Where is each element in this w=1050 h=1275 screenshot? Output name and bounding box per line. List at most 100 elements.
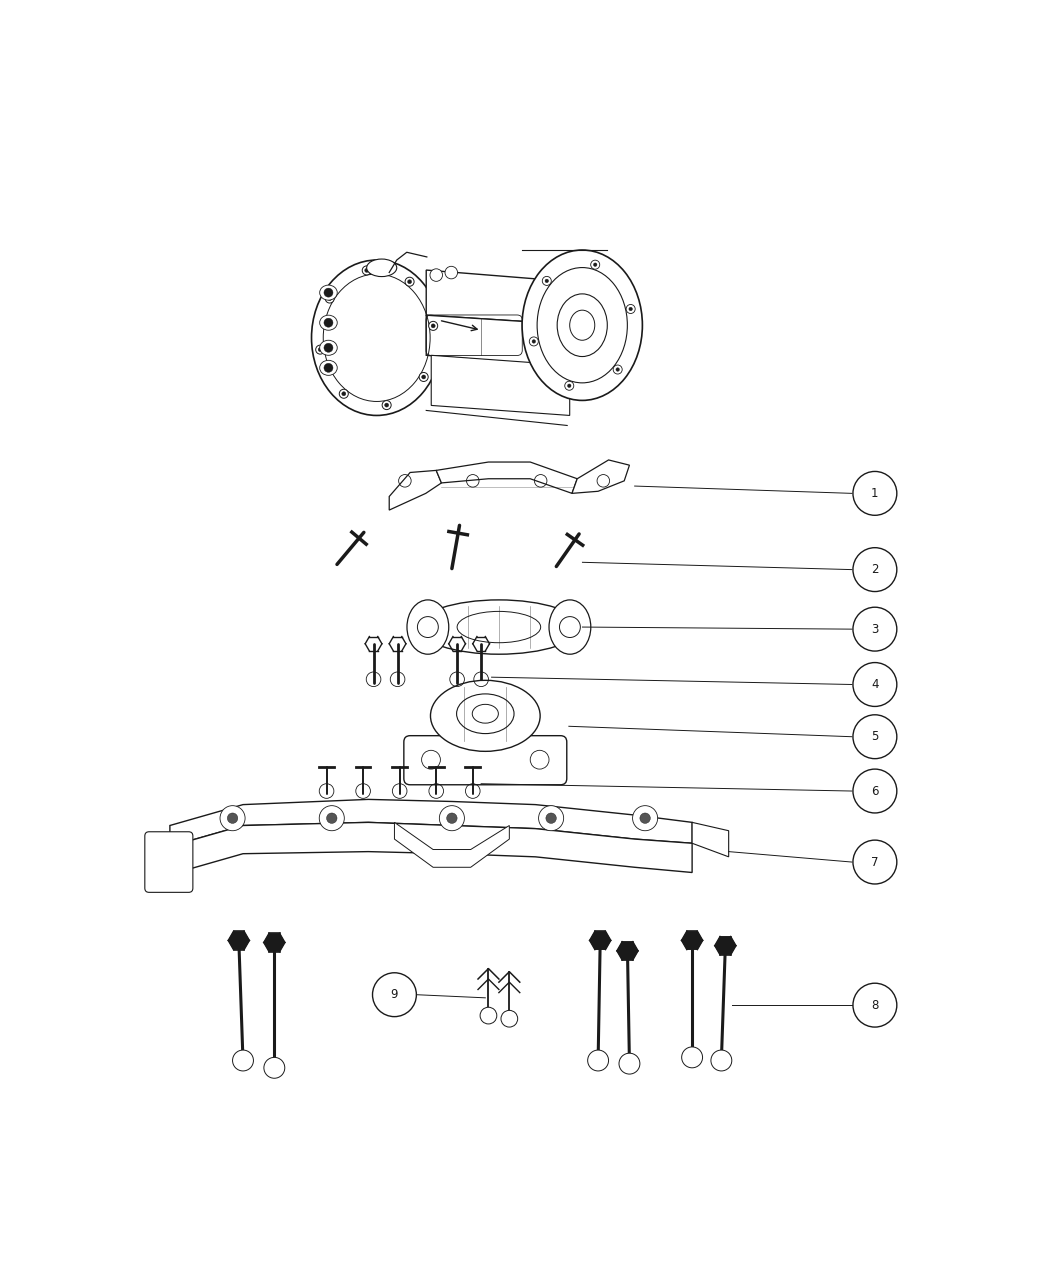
Circle shape [567, 384, 571, 388]
Circle shape [629, 307, 632, 311]
Circle shape [228, 813, 237, 824]
Circle shape [853, 840, 897, 884]
Circle shape [342, 391, 345, 395]
Circle shape [418, 617, 438, 638]
Circle shape [364, 269, 369, 273]
Circle shape [405, 277, 414, 287]
Circle shape [501, 1010, 518, 1028]
Circle shape [324, 319, 333, 328]
Circle shape [384, 403, 388, 407]
Ellipse shape [457, 612, 541, 643]
Polygon shape [170, 799, 692, 847]
Text: 1: 1 [872, 487, 879, 500]
Text: 9: 9 [391, 988, 398, 1001]
Circle shape [539, 806, 564, 831]
Ellipse shape [366, 259, 397, 277]
Circle shape [853, 472, 897, 515]
FancyBboxPatch shape [145, 831, 193, 892]
Circle shape [853, 983, 897, 1028]
Circle shape [591, 260, 600, 269]
Polygon shape [681, 931, 702, 950]
Circle shape [324, 288, 333, 297]
Polygon shape [390, 470, 441, 510]
Ellipse shape [418, 601, 580, 654]
Circle shape [422, 375, 425, 379]
Ellipse shape [430, 681, 540, 751]
Circle shape [546, 813, 556, 824]
Circle shape [326, 295, 334, 303]
Polygon shape [264, 933, 285, 951]
Circle shape [853, 548, 897, 592]
Text: 6: 6 [872, 784, 879, 798]
Circle shape [616, 367, 619, 371]
Circle shape [339, 389, 349, 398]
Polygon shape [426, 270, 583, 325]
Circle shape [328, 297, 332, 301]
Circle shape [613, 365, 623, 374]
Circle shape [382, 400, 392, 409]
Circle shape [853, 663, 897, 706]
Text: 4: 4 [872, 678, 879, 691]
Circle shape [529, 337, 539, 346]
Polygon shape [228, 932, 249, 950]
Polygon shape [572, 460, 629, 493]
Polygon shape [617, 942, 638, 960]
Text: 7: 7 [872, 856, 879, 868]
Polygon shape [170, 822, 692, 875]
Polygon shape [590, 931, 611, 950]
Circle shape [681, 1047, 702, 1067]
Ellipse shape [407, 601, 448, 654]
Ellipse shape [549, 601, 591, 654]
Text: 5: 5 [872, 731, 879, 743]
Polygon shape [692, 822, 729, 857]
Circle shape [545, 279, 548, 283]
Circle shape [560, 617, 581, 638]
Circle shape [445, 266, 458, 279]
Circle shape [318, 348, 322, 352]
Circle shape [373, 973, 417, 1016]
Circle shape [853, 715, 897, 759]
Circle shape [220, 806, 245, 831]
Circle shape [327, 813, 337, 824]
Circle shape [324, 343, 333, 352]
Circle shape [407, 279, 412, 284]
Circle shape [593, 263, 597, 266]
Circle shape [430, 269, 442, 282]
Ellipse shape [457, 694, 514, 733]
Circle shape [324, 363, 333, 372]
Text: 2: 2 [872, 564, 879, 576]
Circle shape [232, 1051, 253, 1071]
Circle shape [532, 339, 536, 343]
Ellipse shape [558, 293, 607, 357]
Text: 3: 3 [872, 622, 879, 636]
Ellipse shape [319, 340, 337, 356]
Circle shape [439, 806, 464, 831]
Polygon shape [436, 462, 578, 493]
Circle shape [362, 266, 372, 275]
Polygon shape [426, 315, 583, 367]
Circle shape [264, 1057, 285, 1079]
Circle shape [639, 813, 650, 824]
Ellipse shape [312, 260, 442, 416]
Circle shape [626, 305, 635, 314]
Ellipse shape [319, 361, 337, 375]
Polygon shape [395, 822, 509, 867]
Circle shape [565, 381, 573, 390]
Ellipse shape [319, 315, 337, 330]
Ellipse shape [319, 286, 337, 300]
FancyBboxPatch shape [404, 736, 567, 785]
Circle shape [853, 607, 897, 652]
Circle shape [542, 277, 551, 286]
Polygon shape [715, 937, 736, 955]
Circle shape [620, 1053, 639, 1074]
Circle shape [446, 813, 457, 824]
Circle shape [480, 1007, 497, 1024]
Circle shape [632, 806, 657, 831]
Text: 8: 8 [872, 998, 879, 1011]
Circle shape [419, 372, 428, 381]
Circle shape [316, 346, 324, 354]
Polygon shape [432, 356, 570, 416]
Circle shape [711, 1051, 732, 1071]
Circle shape [588, 1051, 609, 1071]
Circle shape [428, 321, 438, 330]
